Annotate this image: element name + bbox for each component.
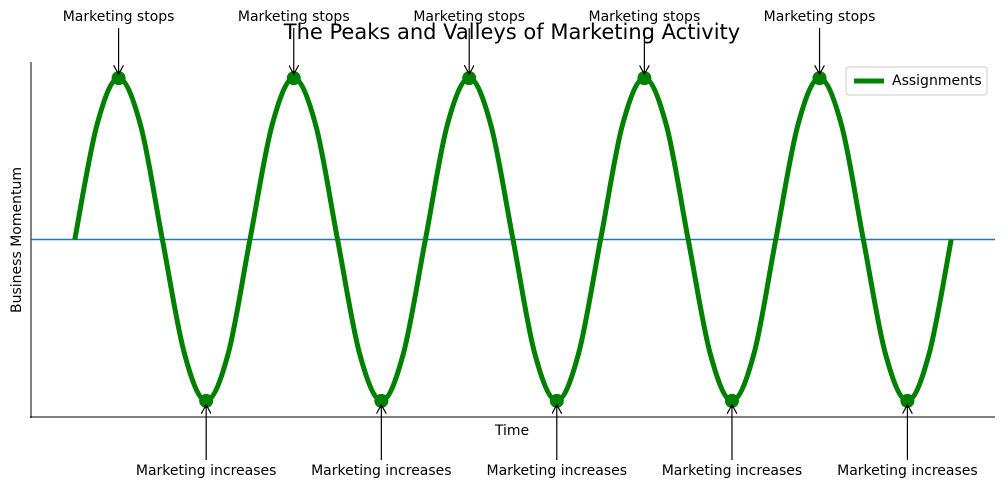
annotation-label: Marketing increases [837, 463, 978, 479]
legend-label: Assignments [892, 73, 982, 89]
y-axis-label: Business Momentum [9, 167, 25, 313]
annotation-label: Marketing increases [311, 463, 452, 479]
annotation-label: Marketing stops [413, 9, 525, 25]
annotation-label: Marketing increases [136, 463, 277, 479]
annotation-label: Marketing stops [764, 9, 876, 25]
annotation-label: Marketing increases [662, 463, 803, 479]
annotation-label: Marketing increases [487, 463, 628, 479]
annotation-label: Marketing stops [238, 9, 350, 25]
x-axis-label: Time [494, 423, 529, 439]
line-series [72, 75, 954, 404]
annotation-label: Marketing stops [63, 9, 175, 25]
annotation-label: Marketing stops [588, 9, 700, 25]
chart-title: The Peaks and Valleys of Marketing Activ… [283, 20, 740, 44]
legend-box [845, 66, 988, 96]
